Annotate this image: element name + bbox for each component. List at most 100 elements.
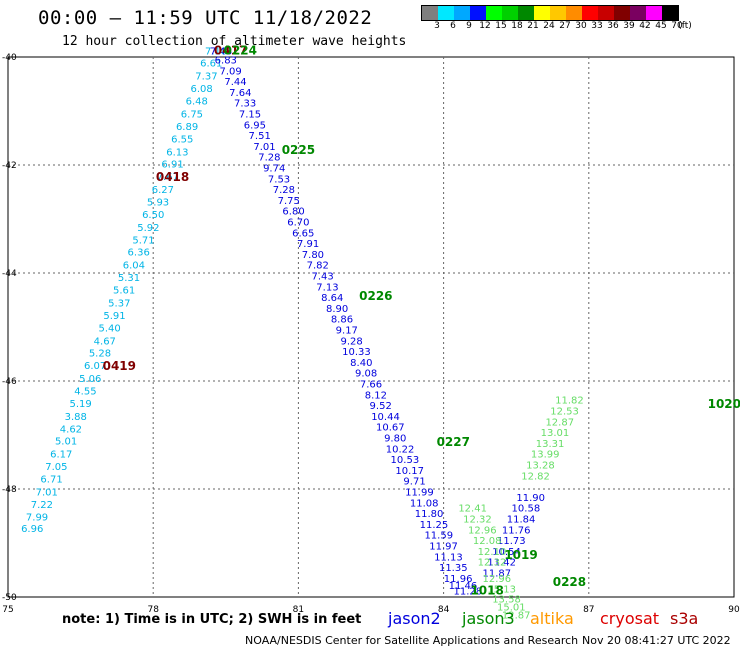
data-label-jason3: 7.48 bbox=[210, 46, 232, 57]
colorbar-label: 21 bbox=[527, 21, 539, 31]
data-label-jason3: 10.22 bbox=[386, 444, 415, 455]
colorbar-cell bbox=[534, 6, 550, 20]
colorbar-cell bbox=[662, 6, 678, 20]
plot-frame bbox=[7, 56, 735, 598]
data-label-jason3: 10.44 bbox=[371, 412, 400, 423]
data-label-altika: 13.99 bbox=[531, 450, 560, 461]
data-label-altika: 12.87 bbox=[502, 611, 531, 622]
data-label-altika: 12.87 bbox=[545, 417, 574, 428]
data-label-jason3: 11.28 bbox=[453, 586, 482, 597]
data-label-jason3: 11.46 bbox=[449, 581, 478, 592]
data-label-jason2: 7.22 bbox=[31, 500, 53, 511]
colorbar-cell bbox=[502, 6, 518, 20]
data-label-jason2: 5.91 bbox=[103, 311, 125, 322]
data-label-cryosat: 10.54 bbox=[492, 547, 521, 558]
data-label-jason3: 11.59 bbox=[424, 531, 453, 542]
data-label-jason2: 5.61 bbox=[113, 286, 135, 297]
data-label-jason2: 6.55 bbox=[171, 134, 193, 145]
legend-jason3: jason3 bbox=[462, 609, 515, 628]
colorbar-cell bbox=[566, 6, 582, 20]
colorbar-cell bbox=[646, 6, 662, 20]
data-label-jason3: 7.91 bbox=[297, 239, 319, 250]
data-label-jason3: 9.17 bbox=[336, 325, 358, 336]
data-label-jason2: 6.07 bbox=[84, 361, 106, 372]
x-tick-label: 75 bbox=[2, 605, 13, 615]
data-label-altika: 12.82 bbox=[521, 471, 550, 482]
data-label-jason2: 5.31 bbox=[118, 273, 140, 284]
colorbar-labels: 3 6 9 12 15 18 21 24 27 30 33 36 39 42 45 70 (ft) bbox=[421, 21, 740, 33]
axis-ticks: 75 78 81 84 87 90 -40 -42 -44 -46 -48 -50 bbox=[2, 53, 740, 615]
colorbar-cell bbox=[438, 6, 454, 20]
y-tick-label: -48 bbox=[2, 485, 17, 495]
data-label-jason2: 4.55 bbox=[74, 387, 96, 398]
data-label-altika: 13.28 bbox=[526, 460, 555, 471]
colorbar-label: 39 bbox=[623, 21, 635, 31]
data-label-jason3: 11.08 bbox=[410, 498, 439, 509]
data-label-cryosat: 10.58 bbox=[512, 504, 541, 515]
data-label-jason2: 5.19 bbox=[69, 399, 91, 410]
footer-note: note: 1) Time is in UTC; 2) SWH is in fe… bbox=[62, 612, 362, 627]
colorbar-label: 36 bbox=[607, 21, 619, 31]
data-label-jason2: 5.92 bbox=[137, 223, 159, 234]
legend-cryosat: cryosat bbox=[600, 609, 660, 628]
data-label-jason2: 5.93 bbox=[147, 198, 169, 209]
colorbar-cell bbox=[422, 6, 438, 20]
data-label-jason3: 7.44 bbox=[224, 77, 246, 88]
data-label-jason2: 6.75 bbox=[181, 109, 203, 120]
legend-altika: altika bbox=[530, 609, 574, 628]
colorbar-label: 6 bbox=[450, 21, 456, 31]
colorbar-cell bbox=[598, 6, 614, 20]
data-label-altika: 12.41 bbox=[458, 504, 487, 515]
data-label-cryosat: 11.87 bbox=[483, 568, 512, 579]
data-label-altika: 12.10 bbox=[478, 547, 507, 558]
data-label-jason3: 11.80 bbox=[415, 509, 444, 520]
page-subtitle: 12 hour collection of altimeter wave hei… bbox=[62, 34, 407, 49]
pass-annotation: 0227 bbox=[437, 435, 470, 449]
colorbar-label: 70 bbox=[671, 21, 683, 31]
data-label-jason3: 6.80 bbox=[282, 207, 304, 218]
data-label-jason2: 7.18 bbox=[205, 46, 227, 57]
page-title: 00:00 – 11:59 UTC 11/18/2022 bbox=[38, 7, 373, 29]
colorbar-label: (ft) bbox=[678, 21, 692, 31]
data-label-jason3: 7.64 bbox=[229, 88, 251, 99]
data-label-jason3: 6.65 bbox=[292, 228, 314, 239]
pass-annotation: 0226 bbox=[359, 289, 392, 303]
data-label-jason3: 7.15 bbox=[239, 109, 261, 120]
data-label-jason2: 5.71 bbox=[132, 235, 154, 246]
colorbar-label: 30 bbox=[575, 21, 587, 31]
pass-annotation: 0228 bbox=[553, 575, 586, 589]
colorbar-label: 18 bbox=[511, 21, 523, 31]
pass-annotation: 0225 bbox=[282, 143, 315, 157]
data-label-jason2: 6.13 bbox=[166, 147, 188, 158]
data-label-jason3: 7.53 bbox=[268, 174, 290, 185]
data-label-jason3: 10.67 bbox=[376, 423, 405, 434]
y-tick-label: -44 bbox=[2, 269, 17, 279]
data-label-jason3: 9.08 bbox=[355, 369, 377, 380]
data-label-altika: 11.82 bbox=[555, 396, 584, 407]
data-label-jason3: 7.43 bbox=[311, 271, 333, 282]
data-label-jason3: 8.40 bbox=[350, 358, 372, 369]
data-label-cryosat: 11.84 bbox=[507, 514, 536, 525]
data-label-jason3: 6.95 bbox=[244, 120, 266, 131]
data-label-jason3: 10.53 bbox=[391, 455, 420, 466]
data-label-jason3: 7.51 bbox=[249, 131, 271, 142]
data-label-jason3: 9.71 bbox=[403, 477, 425, 488]
data-label-jason3: 11.35 bbox=[439, 563, 468, 574]
data-label-altika: 12.96 bbox=[468, 525, 497, 536]
colorbar-label: 9 bbox=[466, 21, 472, 31]
data-label-jason3: 8.12 bbox=[365, 390, 387, 401]
pass-annotation: 0418 bbox=[156, 170, 189, 184]
colorbar-cell bbox=[518, 6, 534, 20]
data-label-jason3: 10.33 bbox=[342, 347, 371, 358]
data-marks: 6.967.997.227.016.717.056.175.014.623.88… bbox=[21, 46, 584, 621]
data-label-jason2: 6.61 bbox=[200, 59, 222, 70]
data-label-jason2: 5.28 bbox=[89, 349, 111, 360]
data-label-jason3: 11.99 bbox=[405, 487, 434, 498]
data-label-jason3: 7.75 bbox=[278, 196, 300, 207]
data-label-jason2: 4.62 bbox=[60, 424, 82, 435]
data-label-jason3: 11.97 bbox=[429, 541, 458, 552]
data-label-jason2: 7.05 bbox=[45, 462, 67, 473]
y-tick-label: -46 bbox=[2, 377, 17, 387]
colorbar-label: 45 bbox=[655, 21, 667, 31]
